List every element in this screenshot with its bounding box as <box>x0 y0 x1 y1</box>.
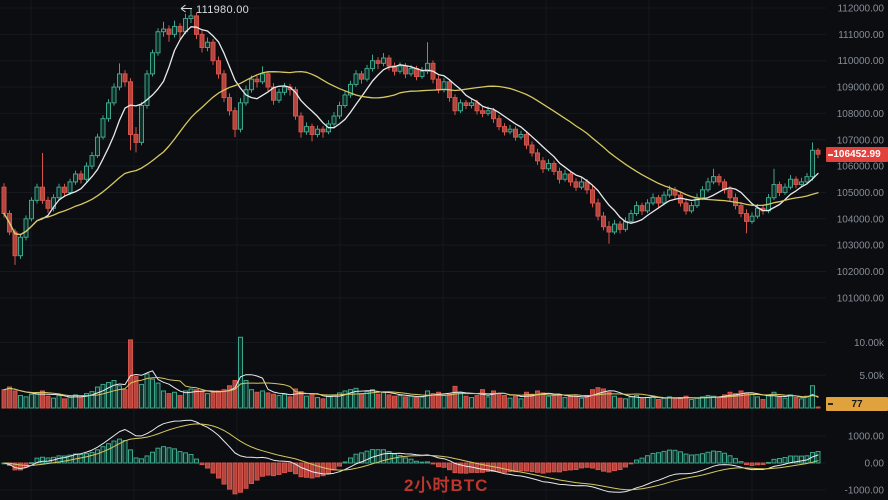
high-price-marker-icon <box>180 4 192 13</box>
y-axis-label: 108000.00 <box>837 109 885 120</box>
grid-lines <box>0 0 826 500</box>
macd-lines <box>3 419 819 493</box>
price-axis: 112000.00 111000.00 110000.00 109000.00 1080… <box>837 4 885 497</box>
volume-badge-tick-icon <box>828 403 833 405</box>
volume-bars <box>1 336 821 409</box>
last-price-badge: 106452.99 <box>826 147 888 162</box>
y-axis-label: 5.00k <box>860 371 885 382</box>
y-axis-label: 112000.00 <box>837 4 884 15</box>
y-axis-label: 106000.00 <box>837 162 885 173</box>
last-volume-badge: 77 <box>826 397 888 411</box>
y-axis-label: 110000.00 <box>837 56 884 67</box>
y-axis-label: 0.00 <box>865 459 885 470</box>
y-axis-label: 1000.00 <box>848 432 885 443</box>
y-axis-label: 107000.00 <box>837 135 885 146</box>
price-ma-lines <box>3 26 819 236</box>
volume-ma-lines <box>3 370 819 399</box>
last-price-value: 106452.99 <box>833 149 881 160</box>
y-axis-label: -1000.00 <box>845 486 885 497</box>
high-price-annotation: 111980.00 <box>196 4 250 16</box>
y-axis-label: 103000.00 <box>837 241 885 252</box>
last-volume-value: 77 <box>851 398 863 410</box>
y-axis-label: 102000.00 <box>837 267 885 278</box>
y-axis-label: 105000.00 <box>837 188 885 199</box>
y-axis-label: 111000.00 <box>838 30 884 41</box>
y-axis-label: 109000.00 <box>837 83 885 94</box>
y-axis-label: 10.00k <box>854 338 885 349</box>
candles-layer <box>1 8 821 265</box>
macd-histogram <box>1 438 821 495</box>
y-axis-label: 104000.00 <box>837 214 885 225</box>
timeframe-watermark: 2小时BTC <box>404 476 489 495</box>
price-badge-tick-icon <box>828 153 833 156</box>
y-axis-label: 101000.00 <box>837 293 885 304</box>
